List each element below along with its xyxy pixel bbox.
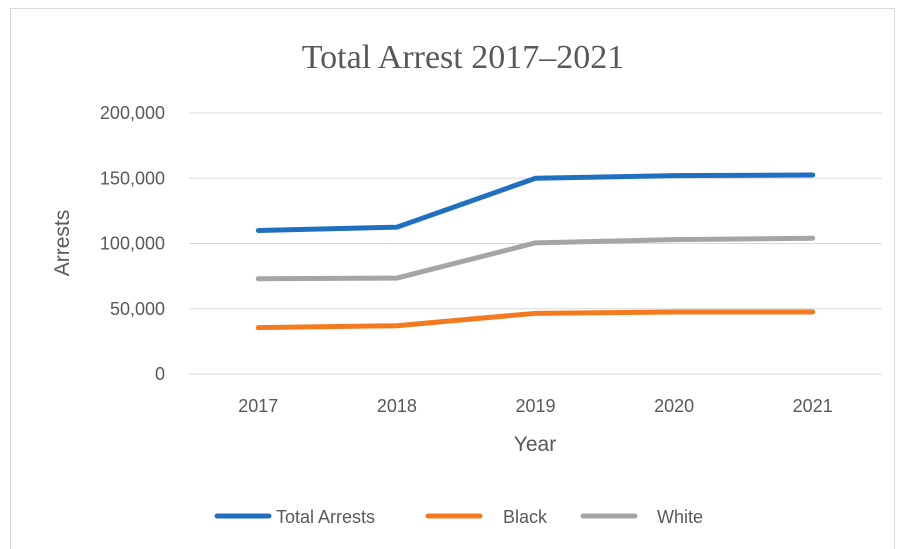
series-line-total-arrests	[255, 172, 816, 233]
y-tick-label: 150,000	[100, 168, 165, 188]
y-tick-label: 200,000	[100, 103, 165, 123]
series-line-white	[255, 235, 816, 282]
legend-label: Total Arrests	[276, 507, 375, 527]
chart-title: Total Arrest 2017–2021	[302, 39, 624, 76]
y-tick-label: 100,000	[100, 234, 165, 254]
x-axis-label: Year	[514, 433, 556, 456]
x-tick-label: 2021	[793, 396, 833, 416]
y-axis-label: Arrests	[51, 210, 74, 277]
x-tick-label: 2017	[238, 396, 278, 416]
x-tick-label: 2019	[515, 396, 555, 416]
legend: Total Arrests Black White	[214, 507, 703, 527]
x-tick-label: 2018	[377, 396, 417, 416]
x-tick-label: 2020	[654, 396, 694, 416]
series-lines	[255, 172, 816, 331]
x-axis-ticks: 2017 2018 2019 2020 2021	[238, 396, 832, 416]
legend-label: White	[657, 507, 703, 527]
chart-frame	[10, 8, 895, 549]
y-tick-label: 0	[155, 364, 165, 384]
legend-label: Black	[503, 507, 548, 527]
y-axis-ticks: 0 50,000 100,000 150,000 200,000	[100, 103, 165, 384]
y-tick-label: 50,000	[110, 299, 165, 319]
series-line-black	[255, 309, 816, 331]
